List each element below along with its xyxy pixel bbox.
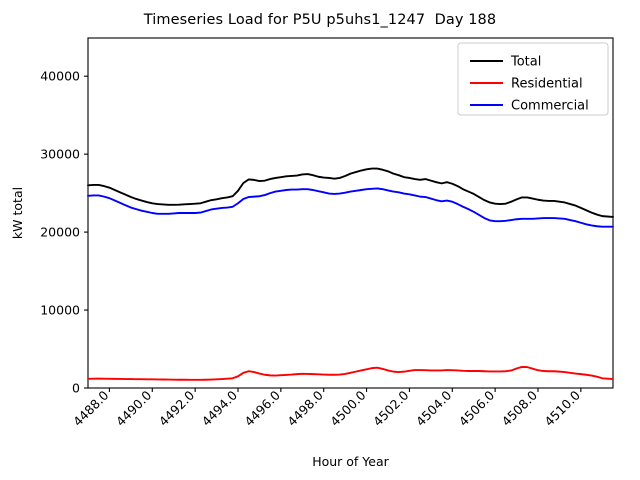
series-line-commercial [87, 187, 614, 228]
x-tick-label: 4510.0 [541, 387, 583, 429]
x-tick-label: 4508.0 [499, 387, 541, 429]
y-tick-label: 40000 [40, 69, 80, 84]
x-tick-label: 4500.0 [327, 387, 369, 429]
legend-label-residential: Residential [511, 77, 583, 92]
chart-legend[interactable]: Total Residential Commercial [457, 42, 609, 116]
series-line-residential [87, 366, 614, 381]
x-tick-label: 4502.0 [370, 387, 412, 429]
y-axis-label: kW total [10, 187, 25, 239]
legend-label-commercial: Commercial [511, 99, 589, 114]
legend-label-total: Total [510, 55, 541, 70]
chart-title: Timeseries Load for P5U p5uhs1_1247 Day … [143, 12, 497, 28]
x-tick-label: 4490.0 [113, 387, 155, 429]
y-tick-label: 0 [72, 381, 80, 396]
x-tick-label: 4504.0 [413, 387, 455, 429]
series-line-total [87, 167, 614, 218]
x-tick-label: 4506.0 [456, 387, 498, 429]
series-group [87, 167, 614, 381]
x-tick-label: 4494.0 [199, 387, 241, 429]
y-tick-label: 10000 [40, 303, 80, 318]
y-tick-label: 20000 [40, 225, 80, 240]
y-tick-label: 30000 [40, 147, 80, 162]
x-tick-label: 4496.0 [241, 387, 283, 429]
x-axis-label: Hour of Year [312, 454, 389, 469]
x-tick-label: 4492.0 [156, 387, 198, 429]
plot-frame [87, 37, 614, 389]
x-tick-label: 4498.0 [284, 387, 326, 429]
